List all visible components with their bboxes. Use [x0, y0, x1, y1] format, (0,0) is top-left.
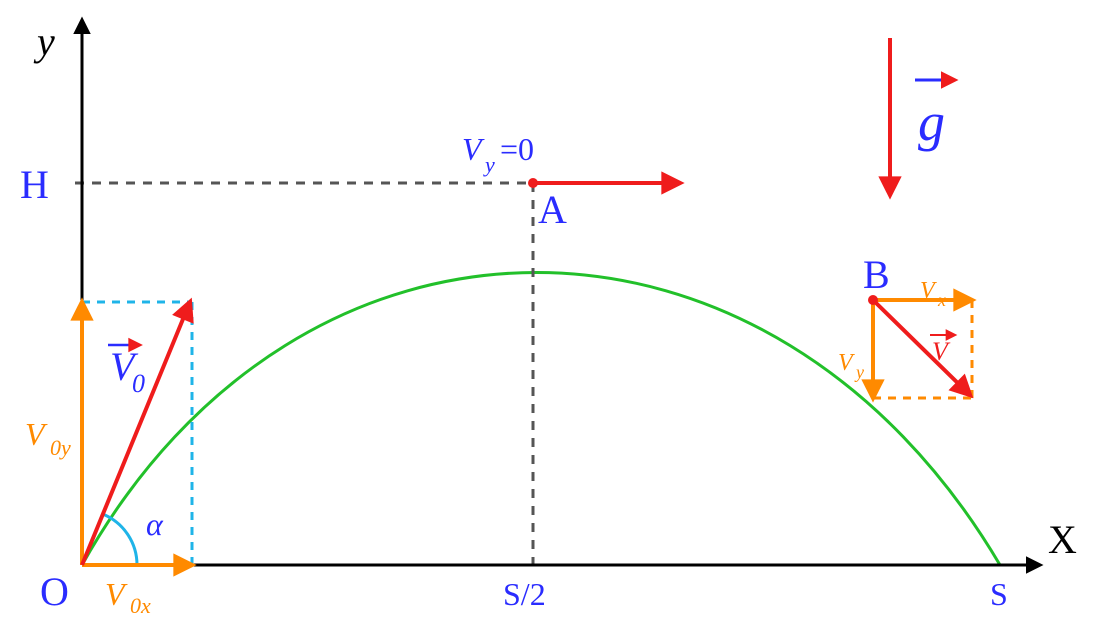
v0x-sub: 0x [130, 593, 151, 618]
svg-text:g: g [918, 92, 945, 152]
vector-v0 [82, 302, 190, 565]
v0-label: V 0 [108, 344, 145, 398]
svg-text:0: 0 [132, 369, 145, 398]
vector-vb [873, 300, 970, 395]
x-axis-label: X [1048, 517, 1077, 562]
vy-zero-expr: =0 [500, 131, 534, 167]
v0y-label: V [25, 416, 48, 452]
v-at-b-label: V [930, 335, 955, 366]
vy-at-b-label: V [838, 350, 855, 376]
svg-text:V: V [932, 337, 951, 366]
point-b-label: B [863, 252, 890, 297]
vy-zero-label: V [462, 131, 485, 167]
h-label: H [20, 162, 49, 207]
v0x-label: V [105, 576, 128, 612]
projectile-diagram: y X O H A B S/2 S α V 0 V 0x V 0y V y =0… [0, 0, 1098, 627]
vx-at-b-sub: x [937, 290, 946, 310]
origin-label: O [40, 569, 69, 614]
vy-zero-sub: y [483, 152, 495, 177]
angle-alpha-label: α [146, 506, 164, 542]
y-axis-label: y [33, 19, 55, 64]
vy-at-b-sub: y [854, 362, 864, 382]
g-label: g [915, 80, 955, 152]
s-half-label: S/2 [503, 576, 546, 612]
trajectory-curve [82, 273, 1000, 566]
s-label: S [990, 576, 1008, 612]
vx-at-b-label: V [920, 278, 937, 304]
point-a-dot [528, 178, 538, 188]
v0y-sub: 0y [50, 435, 71, 460]
point-a-label: A [538, 187, 567, 232]
